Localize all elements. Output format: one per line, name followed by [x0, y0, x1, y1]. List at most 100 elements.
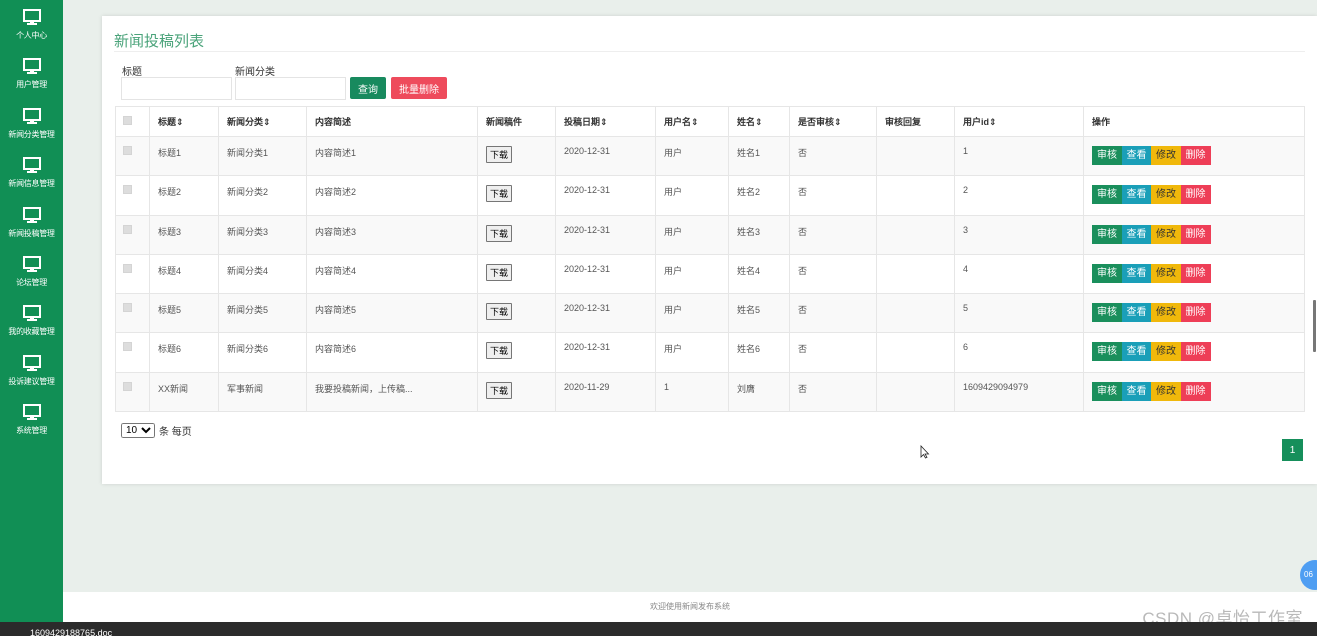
row-checkbox[interactable]	[115, 135, 150, 177]
download-button[interactable]: 下载	[486, 342, 513, 360]
sidebar-item-label: 个人中心	[16, 31, 47, 40]
cell-title: 标题6	[149, 332, 219, 373]
audit-button[interactable]: 审核	[1092, 342, 1122, 362]
pagination-page-1[interactable]: 1	[1282, 439, 1303, 461]
page-size-select[interactable]: 10	[121, 423, 155, 438]
floating-badge[interactable]: 06	[1300, 560, 1317, 590]
sidebar-item-4[interactable]: 新闻投稿管理	[0, 198, 63, 247]
view-button[interactable]: 查看	[1121, 146, 1152, 165]
cell-summary: 内容简述3	[306, 214, 478, 255]
cell-actions: 审核 查看 修改 删除	[1083, 253, 1305, 295]
edit-button[interactable]: 修改	[1151, 263, 1182, 283]
audit-button[interactable]: 审核	[1092, 381, 1122, 401]
taskbar-file[interactable]: 1609429188765.doc	[30, 628, 113, 636]
cell-actions: 审核 查看 修改 删除	[1083, 371, 1305, 413]
delete-button[interactable]: 删除	[1180, 342, 1211, 362]
view-button[interactable]: 查看	[1121, 303, 1152, 323]
view-button[interactable]: 查看	[1121, 381, 1152, 401]
col-header-category[interactable]: 新闻分类⇕	[218, 106, 307, 137]
col-header-date[interactable]: 投稿日期⇕	[555, 106, 656, 137]
scrollbar-thumb[interactable]	[1313, 300, 1316, 352]
cell-user-id: 1609429094979	[954, 371, 1084, 413]
cell-title: 标题5	[149, 293, 219, 334]
title-filter-input[interactable]	[121, 77, 232, 100]
col-header-name[interactable]: 姓名⇕	[728, 106, 790, 137]
cell-audited: 否	[789, 332, 877, 373]
row-checkbox[interactable]	[115, 253, 150, 295]
cell-category: 新闻分类6	[218, 332, 307, 373]
cell-summary: 我要投稿新闻，上传稿...	[306, 371, 478, 413]
submission-table: 标题⇕ 新闻分类⇕ 内容简述 新闻稿件 投稿日期⇕ 用户名⇕ 姓名⇕ 是否审核⇕…	[115, 106, 1305, 413]
select-all-checkbox[interactable]	[115, 106, 150, 137]
taskbar: 1609429188765.doc	[0, 622, 1317, 636]
view-button[interactable]: 查看	[1121, 185, 1152, 205]
cell-username: 用户	[655, 135, 729, 177]
monitor-icon	[22, 206, 41, 223]
delete-button[interactable]: 删除	[1180, 263, 1211, 283]
edit-button[interactable]: 修改	[1151, 185, 1182, 205]
monitor-icon	[22, 157, 41, 174]
delete-button[interactable]: 删除	[1180, 381, 1211, 401]
sidebar-item-5[interactable]: 论坛管理	[0, 247, 63, 296]
col-header-title[interactable]: 标题⇕	[149, 106, 219, 137]
download-button[interactable]: 下载	[486, 263, 513, 281]
row-checkbox[interactable]	[115, 293, 150, 334]
cell-user-id: 6	[954, 332, 1084, 373]
cell-date: 2020-12-31	[555, 135, 656, 177]
sort-icon: ⇕	[176, 117, 184, 127]
sidebar-item-3[interactable]: 新闻信息管理	[0, 148, 63, 197]
cell-name: 姓名1	[728, 135, 790, 177]
view-button[interactable]: 查看	[1121, 342, 1152, 362]
audit-button[interactable]: 审核	[1092, 185, 1122, 205]
cell-reply	[876, 253, 955, 295]
delete-button[interactable]: 删除	[1180, 303, 1211, 323]
delete-button[interactable]: 删除	[1180, 224, 1211, 244]
sidebar-item-8[interactable]: 系统管理	[0, 395, 63, 444]
sidebar-item-6[interactable]: 我的收藏管理	[0, 296, 63, 345]
cell-username: 用户	[655, 253, 729, 295]
row-checkbox[interactable]	[115, 332, 150, 373]
col-header-audited[interactable]: 是否审核⇕	[789, 106, 877, 137]
download-button[interactable]: 下载	[486, 146, 513, 163]
download-button[interactable]: 下载	[486, 381, 513, 399]
cell-user-id: 1	[954, 135, 1084, 177]
batch-delete-button[interactable]: 批量删除	[391, 77, 447, 99]
edit-button[interactable]: 修改	[1151, 381, 1182, 401]
edit-button[interactable]: 修改	[1151, 146, 1182, 165]
download-button[interactable]: 下载	[486, 303, 513, 321]
cell-title: 标题1	[149, 135, 219, 177]
sort-icon: ⇕	[989, 117, 997, 127]
delete-button[interactable]: 删除	[1180, 146, 1211, 165]
audit-button[interactable]: 审核	[1092, 146, 1122, 165]
delete-button[interactable]: 删除	[1180, 185, 1211, 205]
sidebar-item-1[interactable]: 用户管理	[0, 49, 63, 98]
edit-button[interactable]: 修改	[1151, 224, 1182, 244]
sidebar-item-2[interactable]: 新闻分类管理	[0, 99, 63, 148]
audit-button[interactable]: 审核	[1092, 303, 1122, 323]
cell-username: 1	[655, 371, 729, 413]
cell-actions: 审核 查看 修改 删除	[1083, 175, 1305, 216]
category-filter-input[interactable]	[235, 77, 346, 100]
edit-button[interactable]: 修改	[1151, 342, 1182, 362]
row-checkbox[interactable]	[115, 371, 150, 413]
monitor-icon	[22, 9, 41, 25]
download-button[interactable]: 下载	[486, 224, 513, 242]
col-header-username[interactable]: 用户名⇕	[655, 106, 729, 137]
sidebar-item-7[interactable]: 投诉建议管理	[0, 346, 63, 395]
row-checkbox[interactable]	[115, 214, 150, 255]
cell-category: 军事新闻	[218, 371, 307, 413]
query-button[interactable]: 查询	[350, 77, 386, 99]
audit-button[interactable]: 审核	[1092, 224, 1122, 244]
col-header-user-id[interactable]: 用户id⇕	[954, 106, 1084, 137]
monitor-icon	[22, 255, 41, 272]
sidebar-item-label: 论坛管理	[16, 277, 47, 287]
sidebar-item-0[interactable]: 个人中心	[0, 0, 63, 49]
row-checkbox[interactable]	[115, 175, 150, 216]
view-button[interactable]: 查看	[1121, 224, 1152, 244]
cell-title: 标题3	[149, 214, 219, 255]
audit-button[interactable]: 审核	[1092, 263, 1122, 283]
cell-summary: 内容简述4	[306, 253, 478, 295]
view-button[interactable]: 查看	[1121, 263, 1152, 283]
download-button[interactable]: 下载	[486, 185, 513, 203]
edit-button[interactable]: 修改	[1151, 303, 1182, 323]
